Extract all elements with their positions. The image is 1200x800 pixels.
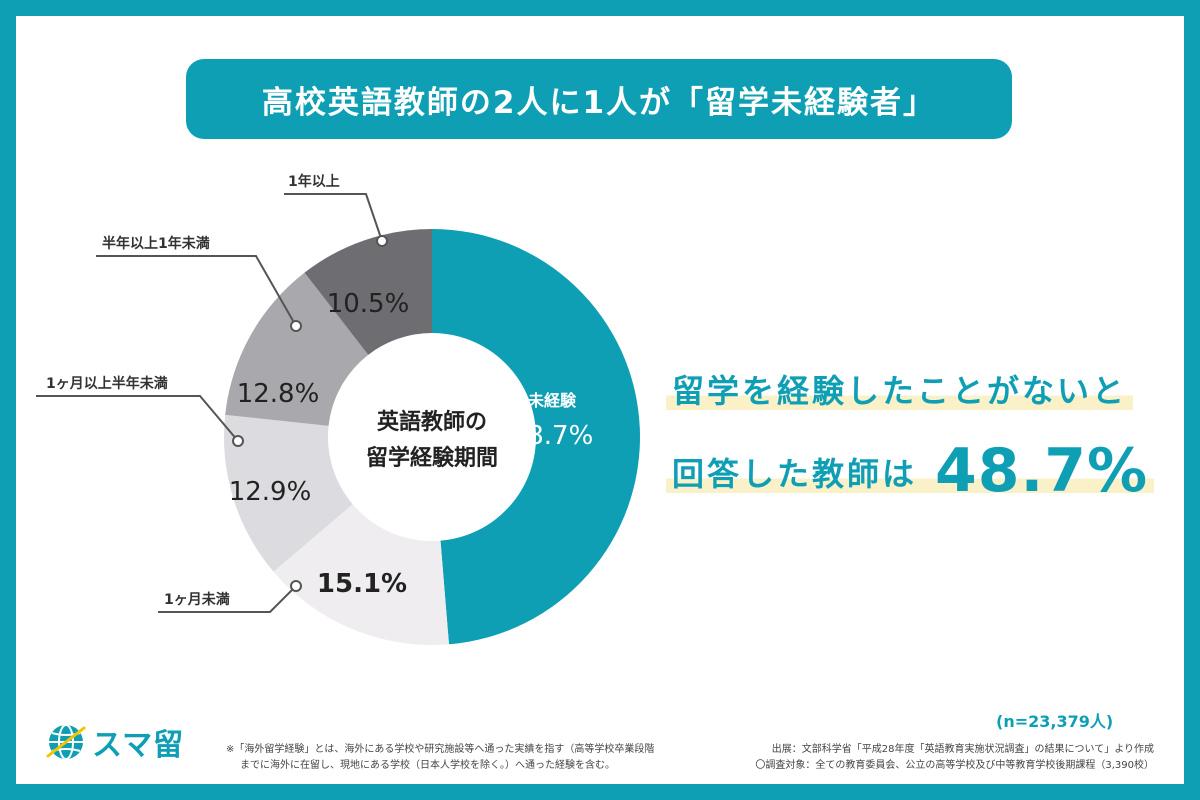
center-label-0: 英語教師の [377, 409, 487, 435]
source-note: 出展：文部科学省「平成28年度「英語教育実施状況調査」の結果について」より作成 … [734, 742, 1154, 774]
brand-logo: スマ留 [46, 720, 184, 764]
slice-1 [273, 504, 449, 646]
footnote: ※「海外留学経験」とは、海外にある学校や研究施設等へ通った実績を指す（高等学校卒… [226, 742, 706, 774]
center-label-1: 留学経験期間 [366, 445, 498, 471]
headline-text-1: 留学を経験したことがないと [666, 372, 1134, 410]
callout-line-1 [158, 585, 297, 613]
callout-line-2 [36, 395, 239, 442]
headline-value: 48.7% [935, 436, 1149, 506]
slice-category-0: 未経験 [527, 391, 577, 410]
slice-0 [432, 229, 641, 645]
callout-label-1: 1ヶ月未満 [164, 591, 230, 608]
callout-dot-4 [376, 235, 388, 247]
callout-line-3 [96, 255, 297, 327]
brand-name: スマ留 [92, 728, 185, 763]
callout-dot-1 [290, 580, 302, 592]
slice-2 [224, 414, 353, 572]
title-banner: 高校英語教師の2人に1人が「留学未経験者」 [186, 59, 1012, 139]
sample-size: (n=23,379人) [996, 712, 1114, 731]
slice-3 [225, 272, 369, 426]
slice-label-2: 12.9% [229, 477, 312, 507]
slice-label-4: 10.5% [327, 289, 410, 319]
callout-label-4: 1年以上 [288, 173, 340, 190]
footnote-line-1: ※「海外留学経験」とは、海外にある学校や研究施設等へ通った実績を指す（高等学校卒… [226, 744, 655, 755]
page-title: 高校英語教師の2人に1人が「留学未経験者」 [261, 84, 937, 121]
source-line-1: 出展：文部科学省「平成28年度「英語教育実施状況調査」の結果について」より作成 [771, 744, 1154, 755]
donut-chart: 未経験 48.7% 15.1% 12.9% 12.8% 10.5% 1ヶ月未満 1ヶ月以上半年… [36, 173, 641, 646]
slice-4 [304, 229, 432, 355]
headline-text-2: 回答した教師は [672, 455, 918, 493]
slice-label-0: 48.7% [511, 421, 594, 451]
footnote-line-2: までに海外に在留し、現地にある学校（日本人学校を除く。）へ通った経験を含む。 [240, 760, 615, 771]
callout-line-4 [284, 193, 383, 242]
callout-label-3: 半年以上1年未満 [102, 235, 210, 252]
headline-line-2: 回答した教師は 48.7% [666, 436, 1155, 506]
callout-dot-3 [290, 320, 302, 332]
callout-dot-2 [232, 435, 244, 447]
callout-label-2: 1ヶ月以上半年未満 [46, 375, 168, 392]
source-line-2: 〇調査対象：全ての教育委員会、公立の高等学校及び中等教育学校後期課程（3,390… [755, 760, 1154, 771]
globe-icon [46, 724, 86, 760]
slice-label-1: 15.1% [317, 569, 407, 599]
slice-label-3: 12.8% [237, 379, 320, 409]
headline-line-1: 留学を経験したことがないと [666, 366, 1134, 412]
infographic-card: 高校英語教師の2人に1人が「留学未経験者」 未経験 48.7% 15.1% 12.9%… [16, 16, 1184, 784]
